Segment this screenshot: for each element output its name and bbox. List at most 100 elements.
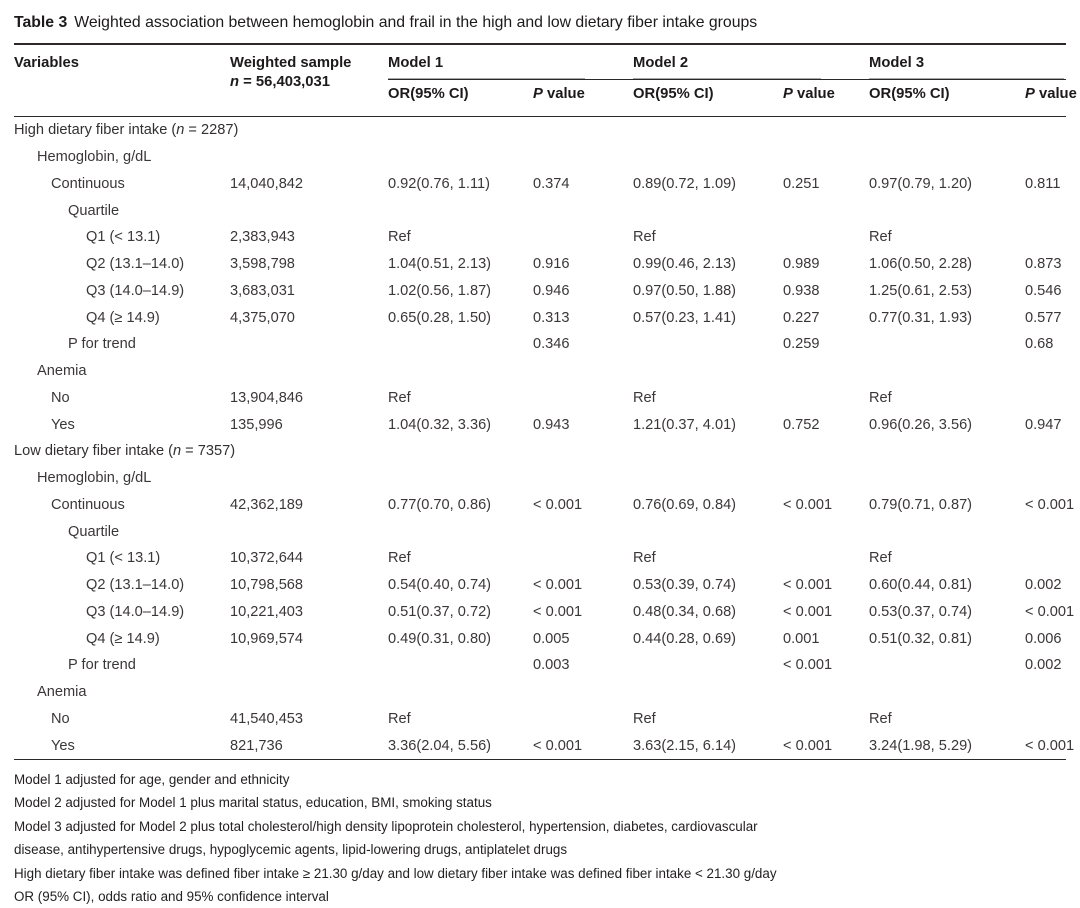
row-label: Q3 (14.0–14.9) <box>14 599 230 626</box>
cell-model1-p: 0.005 <box>533 630 570 647</box>
table-row: Q2 (13.1–14.0) 3,598,798 1.04(0.51, 2.13… <box>14 251 1066 278</box>
cell-model2-or: 0.44(0.28, 0.69) <box>633 630 737 647</box>
col-header-model2: Model 2 <box>633 44 869 80</box>
cell-model3-or: 3.24(1.98, 5.29) <box>869 737 973 754</box>
row-label-text: Quartile <box>68 202 120 219</box>
cell-model1-p <box>533 518 633 545</box>
table-row: Q1 (< 13.1) 10,372,644 Ref Ref Ref <box>14 545 1066 572</box>
cell-model2-or: 0.76(0.69, 0.84) <box>633 496 737 513</box>
cell-model2-p: 0.938 <box>783 282 820 299</box>
row-label-text: No <box>51 710 70 727</box>
cell-model3-p: 0.006 <box>1025 630 1062 647</box>
cell-model3-p <box>1025 385 1066 412</box>
table-row: Yes 135,996 1.04(0.32, 3.36) 0.943 1.21(… <box>14 411 1066 438</box>
cell-model1-p <box>533 224 633 251</box>
weighted-sample-line2: n = 56,403,031 <box>230 73 388 92</box>
row-label-text: Q3 (14.0–14.9) <box>86 282 185 299</box>
cell-model2-p: 0.251 <box>783 175 820 192</box>
cell-model2-p: < 0.001 <box>783 603 833 620</box>
cell-model1-or: 0.54(0.40, 0.74) <box>388 577 492 594</box>
cell-model2-p <box>783 465 869 492</box>
cell-model1-or: 0.51(0.37, 0.72) <box>388 603 492 620</box>
row-label: Anemia <box>14 358 230 385</box>
header-row-measures: OR(95% CI) P value OR(95% CI) P value OR… <box>14 79 1077 117</box>
table-row: Yes 821,736 3.36(2.04, 5.56) < 0.001 3.6… <box>14 732 1074 759</box>
cell-model2-p <box>783 679 869 706</box>
cell-weighted-n <box>230 358 388 385</box>
table-row: Anemia <box>14 679 1066 706</box>
cell-model3-p: 0.68 <box>1025 336 1054 353</box>
cell-model1-or <box>388 144 533 171</box>
row-label-text: P for trend <box>68 657 136 674</box>
cell-weighted-n <box>230 438 388 465</box>
cell-model1-p: 0.943 <box>533 416 570 433</box>
col-header-or-model1: OR(95% CI) <box>388 79 533 117</box>
model1-underline <box>388 78 585 79</box>
cell-model2-or: 0.57(0.23, 1.41) <box>633 309 737 326</box>
p-word: value <box>1034 86 1077 102</box>
cell-model1-or <box>388 465 533 492</box>
cell-model2-or: Ref <box>633 229 656 246</box>
cell-weighted-n <box>230 518 388 545</box>
cell-model1-or <box>388 518 533 545</box>
cell-model1-or: 0.92(0.76, 1.11) <box>388 175 490 192</box>
col-header-variables: Variables <box>14 44 230 117</box>
row-label-text: Quartile <box>68 523 120 540</box>
cell-model2-p <box>783 144 869 171</box>
table-row: Q4 (≥ 14.9) 10,969,574 0.49(0.31, 0.80) … <box>14 625 1066 652</box>
cell-model2-p: 0.227 <box>783 309 820 326</box>
cell-model2-p: < 0.001 <box>783 496 833 513</box>
table-row: High dietary fiber intake (n = 2287) <box>14 117 1066 144</box>
cell-model1-p <box>533 385 633 412</box>
cell-model1-p <box>533 117 633 144</box>
results-table: Variables Weighted sample n = 56,403,031… <box>14 43 1077 760</box>
table-row: No 41,540,453 Ref Ref Ref <box>14 706 1066 733</box>
row-label-text: Q4 (≥ 14.9) <box>86 309 160 326</box>
cell-model3-or: 1.25(0.61, 2.53) <box>869 282 973 299</box>
cell-model1-p <box>533 706 633 733</box>
p-symbol: P <box>1025 86 1035 102</box>
cell-model3-p: 0.577 <box>1025 309 1062 326</box>
cell-model2-p: < 0.001 <box>783 577 833 594</box>
cell-model3-or <box>869 144 1025 171</box>
footnote-line: disease, antihypertensive drugs, hypogly… <box>14 842 568 858</box>
p-word: value <box>792 86 835 102</box>
cell-model3-or: 0.51(0.32, 0.81) <box>869 630 973 647</box>
row-label-text: No <box>51 389 70 406</box>
cell-model1-or <box>388 652 533 679</box>
cell-model3-or: 0.96(0.26, 3.56) <box>869 416 973 433</box>
cell-model1-p <box>533 358 633 385</box>
cell-model3-or <box>869 652 1025 679</box>
table-row: Quartile <box>14 197 1066 224</box>
cell-weighted-n <box>230 197 388 224</box>
row-label-text: Low dietary fiber intake ( <box>14 443 173 460</box>
row-label-text: Q1 (< 13.1) <box>86 229 161 246</box>
cell-model2-or: Ref <box>633 710 656 727</box>
table-row: Continuous 14,040,842 0.92(0.76, 1.11) 0… <box>14 171 1066 198</box>
cell-model1-or <box>388 117 533 144</box>
cell-model3-or <box>869 465 1025 492</box>
table-row: Hemoglobin, g/dL <box>14 144 1066 171</box>
row-label: No <box>14 385 230 412</box>
table-row: Continuous 42,362,189 0.77(0.70, 0.86) <… <box>14 492 1074 519</box>
cell-model3-or <box>869 518 1025 545</box>
cell-model2-or: Ref <box>633 550 656 567</box>
table-title: Table 3 Weighted association between hemo… <box>14 0 1080 43</box>
cell-model1-or: 1.02(0.56, 1.87) <box>388 282 492 299</box>
cell-model1-p <box>533 144 633 171</box>
cell-model3-or: Ref <box>869 229 892 246</box>
cell-model2-p: 0.001 <box>783 630 820 647</box>
table-header: Variables Weighted sample n = 56,403,031… <box>14 44 1077 117</box>
cell-model3-p: 0.873 <box>1025 256 1062 273</box>
cell-model3-p <box>1025 706 1066 733</box>
table-row: Q2 (13.1–14.0) 10,798,568 0.54(0.40, 0.7… <box>14 572 1066 599</box>
cell-model3-p <box>1025 465 1066 492</box>
cell-model1-or <box>388 331 533 358</box>
header-row-groups: Variables Weighted sample n = 56,403,031… <box>14 44 1066 117</box>
cell-model2-or <box>633 144 783 171</box>
cell-model3-or <box>869 117 1025 144</box>
cell-model3-p <box>1025 358 1066 385</box>
table-number: Table 3 <box>14 14 68 31</box>
footnote-line: High dietary fiber intake was defined fi… <box>14 865 777 881</box>
cell-model3-p <box>1025 438 1066 465</box>
